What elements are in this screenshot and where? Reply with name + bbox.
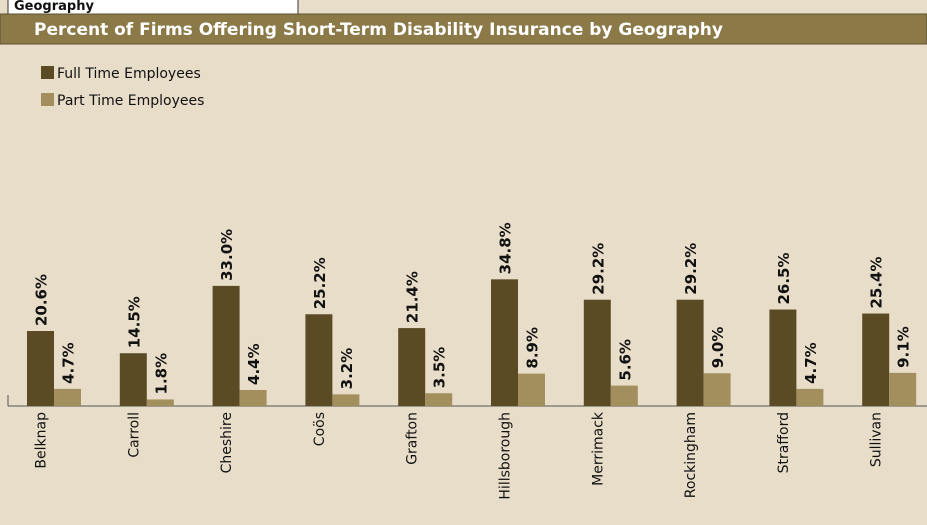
data-label: 9.0% (709, 327, 727, 369)
bar (703, 373, 731, 406)
data-label: 29.2% (589, 243, 607, 295)
legend-label: Full Time Employees (57, 66, 201, 82)
bar (862, 313, 890, 406)
bar (610, 385, 638, 406)
data-label: 26.5% (775, 252, 793, 304)
data-label: 20.6% (33, 274, 51, 326)
bar (583, 299, 611, 406)
data-label: 29.2% (682, 243, 700, 295)
data-label: 3.2% (338, 348, 356, 390)
bar (398, 328, 426, 406)
data-label: 14.5% (125, 296, 143, 348)
legend-label: Part Time Employees (57, 93, 204, 109)
data-label: 25.2% (311, 257, 329, 309)
title-bar (0, 13, 927, 45)
legend-swatch (41, 93, 54, 106)
x-tick-label: Coös (312, 412, 328, 446)
data-label: 21.4% (404, 271, 422, 323)
data-label: 4.4% (245, 343, 263, 385)
x-tick-label: Sullivan (869, 412, 885, 467)
x-tick-label: Hillsborough (498, 412, 514, 500)
x-tick-label: Cheshire (219, 412, 235, 473)
data-label: 9.1% (895, 326, 913, 368)
data-label: 8.9% (524, 327, 542, 369)
x-tick-label: Belknap (34, 412, 50, 469)
bar (212, 285, 240, 406)
chart-title: Percent of Firms Offering Short-Term Dis… (34, 20, 723, 40)
x-tick-label: Rockingham (683, 412, 699, 498)
bar (239, 389, 267, 406)
bar (146, 399, 174, 406)
data-label: 3.5% (431, 347, 449, 389)
bar (425, 393, 453, 406)
legend-swatch (41, 66, 54, 79)
bar (491, 279, 518, 406)
data-label: 4.7% (802, 342, 820, 384)
data-label: 33.0% (218, 229, 236, 281)
bar (796, 388, 824, 406)
x-tick-label: Merrimack (590, 411, 606, 486)
bar (769, 309, 797, 406)
bar (332, 394, 360, 406)
bar (518, 373, 545, 406)
bar (27, 331, 54, 406)
bar (119, 353, 147, 406)
header-box-text: Geography (14, 0, 94, 14)
bar (54, 388, 81, 406)
data-label: 34.8% (497, 222, 515, 274)
x-tick-label: Carroll (126, 412, 142, 458)
data-label: 25.4% (868, 256, 886, 308)
bar (889, 372, 917, 406)
x-tick-label: Grafton (405, 412, 421, 465)
data-label: 4.7% (60, 342, 78, 384)
x-tick-label: Strafford (776, 412, 792, 473)
data-label: 1.8% (152, 353, 170, 395)
bar (305, 314, 333, 406)
data-label: 5.6% (616, 339, 634, 381)
bar (676, 299, 704, 406)
